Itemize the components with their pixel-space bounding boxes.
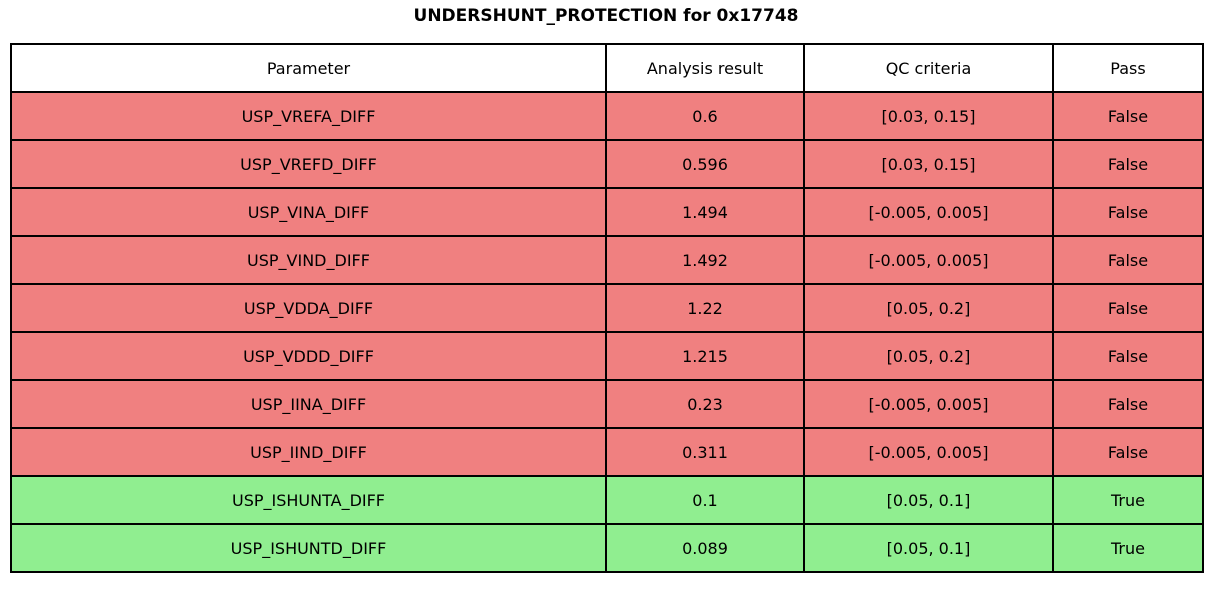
header-row: Parameter Analysis result QC criteria Pa…	[10, 43, 1204, 93]
cell-analysis-result: 1.22	[605, 283, 805, 333]
cell-qc-criteria: [0.05, 0.2]	[803, 331, 1054, 381]
cell-analysis-result: 0.089	[605, 523, 805, 573]
cell-parameter: USP_ISHUNTA_DIFF	[10, 475, 607, 525]
cell-pass-status: False	[1052, 139, 1204, 189]
cell-parameter: USP_IINA_DIFF	[10, 379, 607, 429]
cell-analysis-result: 1.492	[605, 235, 805, 285]
cell-analysis-result: 1.215	[605, 331, 805, 381]
table-row: USP_VINA_DIFF 1.494 [-0.005, 0.005] Fals…	[10, 187, 1204, 237]
table-header: Parameter Analysis result QC criteria Pa…	[10, 43, 1204, 93]
cell-qc-criteria: [0.05, 0.2]	[803, 283, 1054, 333]
cell-qc-criteria: [-0.005, 0.005]	[803, 235, 1054, 285]
cell-pass-status: False	[1052, 379, 1204, 429]
cell-pass-status: True	[1052, 475, 1204, 525]
table-row: USP_VREFA_DIFF 0.6 [0.03, 0.15] False	[10, 91, 1204, 141]
cell-parameter: USP_VDDA_DIFF	[10, 283, 607, 333]
cell-analysis-result: 0.23	[605, 379, 805, 429]
cell-pass-status: False	[1052, 91, 1204, 141]
cell-qc-criteria: [-0.005, 0.005]	[803, 379, 1054, 429]
cell-pass-status: False	[1052, 187, 1204, 237]
cell-analysis-result: 0.596	[605, 139, 805, 189]
cell-qc-criteria: [0.03, 0.15]	[803, 139, 1054, 189]
cell-qc-criteria: [0.05, 0.1]	[803, 523, 1054, 573]
chart-title: UNDERSHUNT_PROTECTION for 0x17748	[413, 6, 799, 26]
table-row: USP_VREFD_DIFF 0.596 [0.03, 0.15] False	[10, 139, 1204, 189]
cell-analysis-result: 0.1	[605, 475, 805, 525]
cell-pass-status: False	[1052, 235, 1204, 285]
table-row: USP_IINA_DIFF 0.23 [-0.005, 0.005] False	[10, 379, 1204, 429]
cell-pass-status: False	[1052, 427, 1204, 477]
column-header-analysis-result: Analysis result	[605, 43, 805, 93]
cell-analysis-result: 1.494	[605, 187, 805, 237]
cell-parameter: USP_VDDD_DIFF	[10, 331, 607, 381]
cell-analysis-result: 0.6	[605, 91, 805, 141]
column-header-parameter: Parameter	[10, 43, 607, 93]
cell-pass-status: True	[1052, 523, 1204, 573]
cell-qc-criteria: [0.03, 0.15]	[803, 91, 1054, 141]
cell-parameter: USP_VINA_DIFF	[10, 187, 607, 237]
column-header-qc-criteria: QC criteria	[803, 43, 1054, 93]
cell-pass-status: False	[1052, 283, 1204, 333]
cell-parameter: USP_VREFD_DIFF	[10, 139, 607, 189]
table-row: USP_VIND_DIFF 1.492 [-0.005, 0.005] Fals…	[10, 235, 1204, 285]
cell-qc-criteria: [-0.005, 0.005]	[803, 187, 1054, 237]
cell-qc-criteria: [0.05, 0.1]	[803, 475, 1054, 525]
table-row: USP_ISHUNTD_DIFF 0.089 [0.05, 0.1] True	[10, 523, 1204, 573]
table-row: USP_VDDD_DIFF 1.215 [0.05, 0.2] False	[10, 331, 1204, 381]
table-body: USP_VREFA_DIFF 0.6 [0.03, 0.15] False US…	[10, 91, 1204, 573]
cell-qc-criteria: [-0.005, 0.005]	[803, 427, 1054, 477]
table-row: USP_ISHUNTA_DIFF 0.1 [0.05, 0.1] True	[10, 475, 1204, 525]
column-header-pass: Pass	[1052, 43, 1204, 93]
table-row: USP_IIND_DIFF 0.311 [-0.005, 0.005] Fals…	[10, 427, 1204, 477]
cell-parameter: USP_IIND_DIFF	[10, 427, 607, 477]
table-row: USP_VDDA_DIFF 1.22 [0.05, 0.2] False	[10, 283, 1204, 333]
cell-analysis-result: 0.311	[605, 427, 805, 477]
cell-pass-status: False	[1052, 331, 1204, 381]
cell-parameter: USP_VREFA_DIFF	[10, 91, 607, 141]
cell-parameter: USP_VIND_DIFF	[10, 235, 607, 285]
qc-results-table: Parameter Analysis result QC criteria Pa…	[10, 43, 1204, 573]
cell-parameter: USP_ISHUNTD_DIFF	[10, 523, 607, 573]
